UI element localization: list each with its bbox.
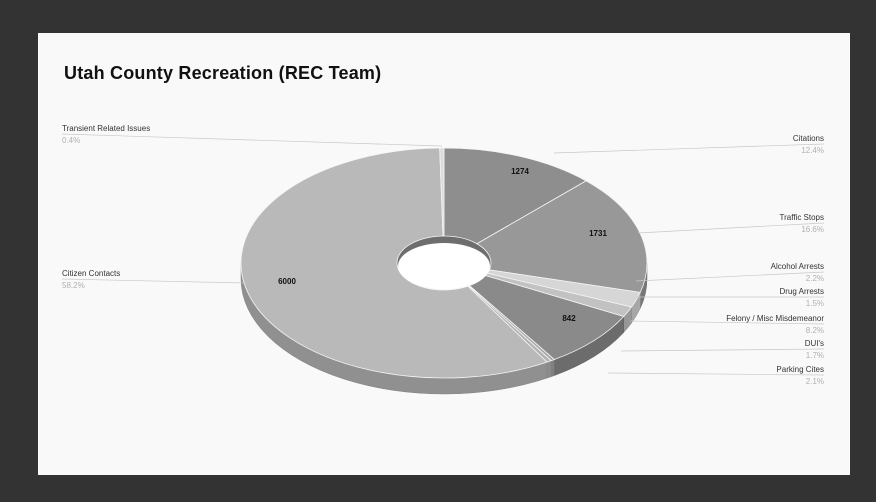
value-label-7: 6000 xyxy=(278,277,296,286)
slice-percent-7: 58.2% xyxy=(62,281,85,290)
slice-name-4: Felony / Misc Misdemeanor xyxy=(726,314,824,323)
slice-percent-2: 2.2% xyxy=(806,274,824,283)
slice-percent-1: 16.6% xyxy=(801,225,824,234)
leader-line-5 xyxy=(620,348,825,352)
value-label-0: 1274 xyxy=(511,167,529,176)
slice-name-7: Citizen Contacts xyxy=(62,269,120,278)
slice-percent-4: 8.2% xyxy=(806,326,824,335)
slice-0 xyxy=(443,147,587,245)
slice-percent-8: 0.4% xyxy=(62,136,80,145)
slice-8 xyxy=(439,147,445,237)
leader-line-8 xyxy=(61,133,443,147)
slide: Utah County Recreation (REC Team) 1274 17… xyxy=(38,33,850,475)
leader-line-6 xyxy=(607,372,825,376)
slice-percent-6: 2.1% xyxy=(806,377,824,386)
slice-name-1: Traffic Stops xyxy=(780,213,824,222)
leader-line-7 xyxy=(61,278,247,284)
slice-name-8: Transient Related Issues xyxy=(62,124,150,133)
slice-name-3: Drug Arrests xyxy=(780,287,824,296)
slice-1 xyxy=(476,180,648,293)
slice-name-5: DUI's xyxy=(805,339,824,348)
slice-name-0: Citations xyxy=(793,134,824,143)
leader-line-4 xyxy=(629,320,825,325)
leader-line-2 xyxy=(635,271,825,282)
chart-title: Utah County Recreation (REC Team) xyxy=(64,63,382,83)
slice-percent-0: 12.4% xyxy=(801,146,824,155)
slice-side-6 xyxy=(546,360,552,379)
slice-name-6: Parking Cites xyxy=(776,365,824,374)
value-label-1: 1731 xyxy=(589,229,607,238)
slice-percent-5: 1.7% xyxy=(806,351,824,360)
slice-percent-3: 1.5% xyxy=(806,299,824,308)
value-label-4: 842 xyxy=(562,314,576,323)
leader-line-0 xyxy=(553,143,825,154)
slice-side-5 xyxy=(550,359,555,378)
donut-hole xyxy=(398,243,490,289)
slice-name-2: Alcohol Arrests xyxy=(771,262,824,271)
leader-line-1 xyxy=(637,222,825,234)
donut-chart: 1274 1731 842 6000 Citations 12.4% Traffic Sto… xyxy=(61,124,825,395)
